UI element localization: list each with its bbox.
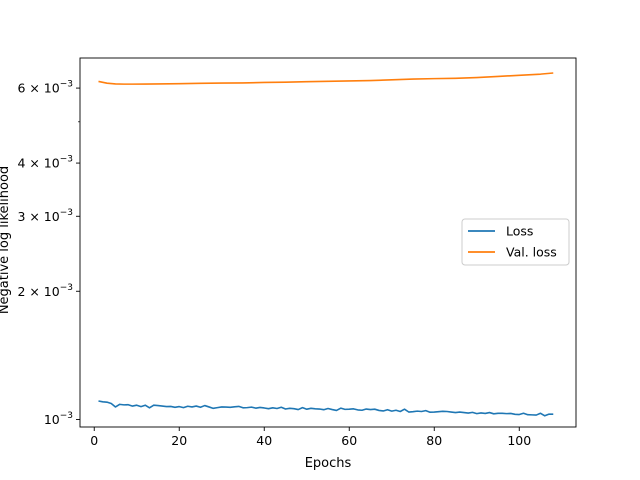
- legend-label-1: Loss: [506, 224, 533, 239]
- series-layer: [98, 72, 554, 417]
- x-tick-label: 100: [507, 433, 531, 448]
- y-axis-label: Negative log likelihood: [0, 166, 12, 314]
- x-axis-label: Epochs: [305, 456, 352, 471]
- plot-frame: [79, 57, 577, 428]
- legend-label-2: Val. loss: [506, 245, 557, 260]
- series-line-2: [98, 72, 554, 85]
- series-line-1: [98, 400, 554, 417]
- x-tick-label: 20: [171, 433, 187, 448]
- x-tick-label: 0: [90, 433, 98, 448]
- x-tick-label: 80: [426, 433, 442, 448]
- y-tick-label: 10−3: [44, 411, 73, 427]
- legend: Loss Val. loss: [461, 218, 570, 266]
- y-tick-label: 2 × 10−3: [17, 283, 73, 299]
- x-tick-label: 40: [256, 433, 272, 448]
- axes-layer: 0 20 40 60 80 100 10−3 2 × 10−3 3 × 10−3 4 × 10−3…: [17, 57, 577, 448]
- x-tick-label: 60: [341, 433, 357, 448]
- y-tick-label: 4 × 10−3: [17, 155, 73, 171]
- y-tick-label: 6 × 10−3: [17, 80, 73, 96]
- y-tick-label: 3 × 10−3: [17, 208, 73, 224]
